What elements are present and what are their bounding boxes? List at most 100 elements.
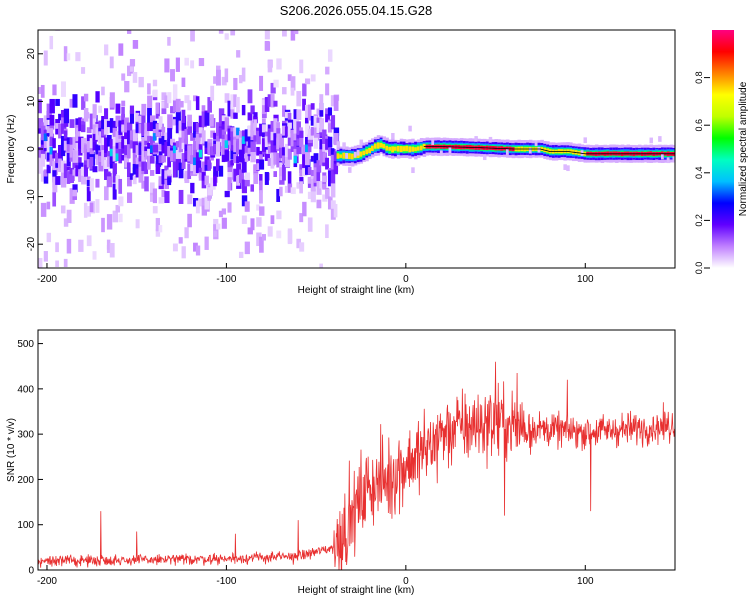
spectrogram-cell xyxy=(327,49,333,62)
spectrogram-cell xyxy=(195,133,201,150)
spectrogram-cell xyxy=(69,98,74,108)
spectrogram-cell xyxy=(175,154,182,171)
spectrogram-cell xyxy=(89,178,94,192)
spectrogram-cell xyxy=(273,171,278,177)
spectrogram-cell xyxy=(40,126,46,141)
spectrogram-cell xyxy=(104,137,108,153)
spectrogram-cell xyxy=(92,166,98,173)
spectrogram-cell xyxy=(336,153,341,159)
spectrogram-cell xyxy=(325,224,329,239)
spectrogram-cell xyxy=(422,143,427,149)
spectrogram-cell xyxy=(230,10,233,25)
spectrogram-cell xyxy=(267,130,272,143)
spectrogram-cell xyxy=(316,122,322,134)
spectrogram-cell xyxy=(505,149,510,155)
spectrogram-cell xyxy=(359,139,364,146)
spectrogram-cell xyxy=(273,141,278,156)
spectrogram-cell xyxy=(98,131,102,144)
spectrogram-cell xyxy=(78,117,83,132)
spectrogram-cell xyxy=(241,67,246,82)
spectrogram-cell xyxy=(38,87,43,94)
spectrogram-cell xyxy=(109,148,114,157)
spectrogram-cell xyxy=(242,15,247,28)
spectrogram-cell xyxy=(135,163,140,178)
spectrogram-cell xyxy=(330,204,336,220)
spectrogram-cell xyxy=(302,153,307,168)
spectrogram-cell xyxy=(270,131,275,141)
spectrogram-cell xyxy=(330,95,336,107)
spectrogram-cell xyxy=(273,152,277,165)
spectrogram-cell xyxy=(250,218,255,231)
spectrogram-cell xyxy=(135,145,141,155)
spectrogram-cell xyxy=(256,163,261,171)
spectrogram-cell xyxy=(431,139,435,145)
spectrogram-cell xyxy=(112,136,118,147)
spectrogram-cell xyxy=(259,180,263,194)
spectrogram-cell xyxy=(147,107,152,124)
spectrogram-cell xyxy=(152,206,158,214)
spectrogram-cell xyxy=(327,136,333,148)
spectrogram-cell xyxy=(236,50,241,58)
spectrogram-cell xyxy=(178,237,183,244)
spectrogram-cell xyxy=(241,136,246,144)
spectrogram-cell xyxy=(238,251,244,259)
spectrogram-cell xyxy=(178,120,183,131)
spectrogram-cell xyxy=(282,147,287,156)
spectrogram-cell xyxy=(371,145,375,151)
spectrogram-cell xyxy=(193,242,198,252)
spectrogram-cell xyxy=(267,94,272,107)
spectrogram-cell xyxy=(115,144,121,160)
spectrogram-cell xyxy=(388,146,392,151)
spectrogram-cell xyxy=(81,96,86,110)
spectrogram-cell xyxy=(221,76,227,86)
spectrogram-cell xyxy=(273,79,279,88)
spectrogram-cell xyxy=(256,232,262,247)
spectrogram-cell xyxy=(106,156,112,167)
spectrogram-cell xyxy=(193,158,198,175)
spectrogram-cell xyxy=(325,83,330,96)
spectrogram-cell xyxy=(193,95,198,102)
spectrogram-cell xyxy=(95,199,100,213)
spectrogram-cell xyxy=(184,170,190,184)
spectrogram-cell xyxy=(118,213,123,223)
spectrogram-cell xyxy=(181,109,186,123)
spectrogram-cell xyxy=(359,151,364,157)
spectrogram-cell xyxy=(81,67,86,74)
spectrogram-cell xyxy=(49,133,54,147)
spectrogram-cell xyxy=(60,110,67,118)
spectrogram-cell xyxy=(172,99,179,113)
spectrogram-cell xyxy=(167,36,171,46)
spectrogram-cell xyxy=(127,65,132,77)
spectrogram-cell xyxy=(63,130,68,139)
spectrogram-cell xyxy=(187,100,192,111)
spectrogram-cell xyxy=(161,155,167,163)
spectrogram-cell xyxy=(170,150,175,162)
spectrogram-cell xyxy=(104,163,109,177)
spectrogram-cell xyxy=(310,169,316,182)
spectrogram-cell xyxy=(172,243,178,252)
spectrogram-cell xyxy=(330,154,336,170)
spectrogram-cell xyxy=(238,134,243,150)
spectrogram-cell xyxy=(66,141,73,154)
spectrogram-cell xyxy=(233,94,237,108)
spectrogram-cell xyxy=(276,188,281,202)
spectrogram-cell xyxy=(267,157,272,166)
spectrogram-cell xyxy=(149,136,155,148)
spectrogram-cell xyxy=(414,147,418,152)
colorbar-tick-label: 0.6 xyxy=(694,119,704,132)
spectrogram-cell xyxy=(316,181,322,195)
spectrogram-cell xyxy=(124,157,129,168)
spectrogram-cell xyxy=(43,135,48,148)
spectrogram-cell xyxy=(302,201,307,217)
spectrogram-cell xyxy=(109,92,115,108)
spectrogram-cell xyxy=(362,150,366,156)
spectrogram-cell xyxy=(138,155,144,165)
spectrogram-cell xyxy=(224,33,229,40)
spectrogram-cell xyxy=(230,140,235,151)
spectrogram-cell xyxy=(198,115,204,128)
spectrogram-cell xyxy=(233,168,238,182)
spectrogram-cell xyxy=(138,123,143,134)
spectrogram-cell xyxy=(55,159,59,168)
spectrogram-cell xyxy=(368,147,372,154)
spectrogram-cell xyxy=(101,116,106,123)
